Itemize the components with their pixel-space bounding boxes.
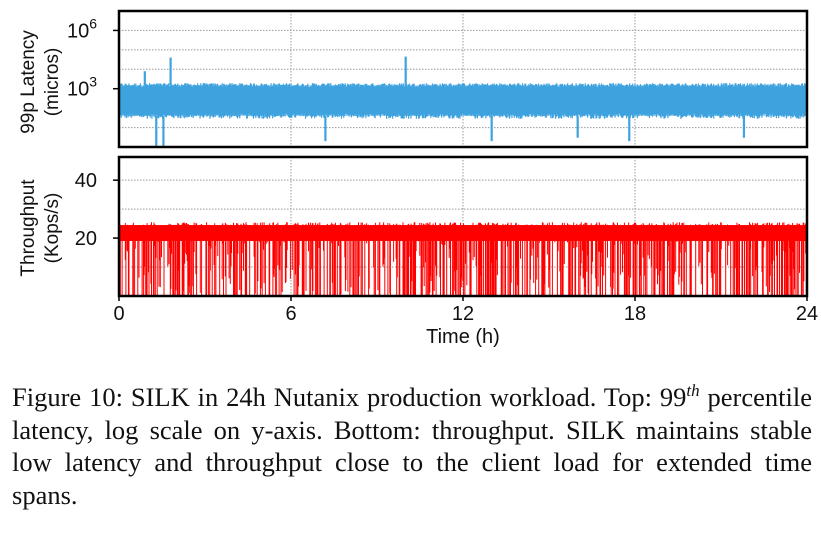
caption-superscript: th [686, 381, 700, 401]
latency-series [119, 56, 807, 147]
latency-panel: 106 103 99p Latency (micros) [18, 9, 809, 149]
figure-caption: Figure 10: SILK in 24h Nutanix productio… [12, 381, 812, 511]
time-xtick-label: 12 [452, 303, 474, 325]
time-xtick-label: 0 [113, 303, 124, 325]
latency-ylabel-line2: (micros) [42, 48, 63, 117]
latency-ylabel-line1: 99p Latency [18, 30, 39, 134]
caption-label: Figure 10: [12, 382, 123, 412]
latency-plot-frame [117, 9, 809, 149]
time-xlabel: Time (h) [426, 326, 500, 348]
throughput-ylabel-line2: (Kops/s) [42, 193, 63, 264]
time-xtick-label: 6 [285, 303, 296, 325]
caption-text-2: percentile latency, log scale on y-axis.… [12, 382, 812, 510]
throughput-ytick-label: 40 [75, 170, 97, 192]
latency-ytick-label: 106 [67, 15, 97, 42]
latency-ytick-label: 103 [67, 74, 97, 101]
throughput-ytick-label: 20 [75, 228, 97, 250]
latency-band-fill [119, 85, 807, 116]
time-xtick-label: 18 [624, 303, 646, 325]
throughput-series [119, 222, 807, 296]
caption-text-1: SILK in 24h Nutanix production workload.… [122, 382, 687, 412]
throughput-dips [119, 222, 807, 296]
time-xtick-label: 24 [796, 303, 818, 325]
latency-grid [119, 11, 807, 147]
latency-y-ticks: 106 103 [67, 15, 119, 101]
throughput-ylabel-line1: Throughput [18, 179, 39, 277]
time-x-ticks: 0 6 12 18 24 [113, 296, 818, 325]
